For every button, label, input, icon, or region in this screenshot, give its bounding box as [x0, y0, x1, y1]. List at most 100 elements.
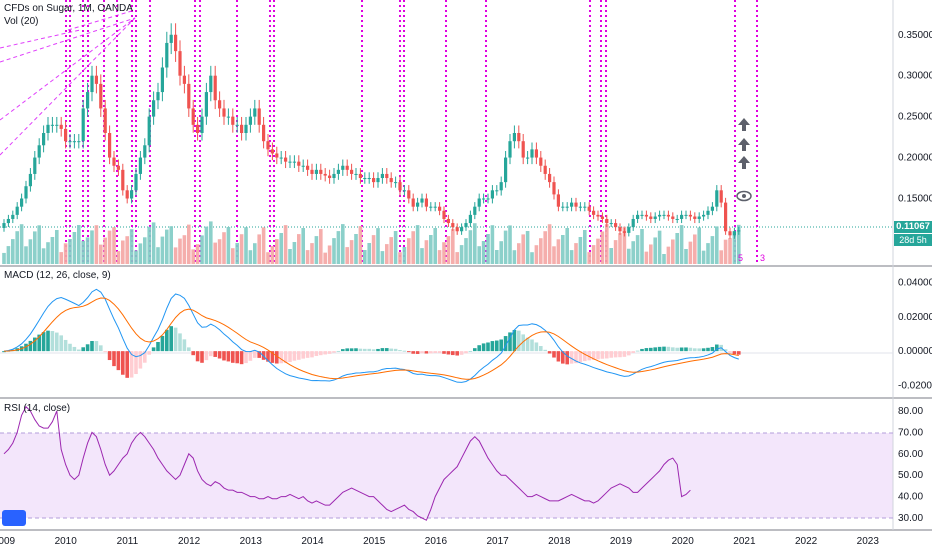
- candle-body: [697, 216, 701, 219]
- macd-histogram-bar: [213, 351, 217, 357]
- macd-histogram-bar: [649, 347, 653, 352]
- volume-bar: [662, 254, 666, 264]
- macd-histogram-bar: [200, 351, 204, 363]
- macd-histogram-bar: [657, 346, 662, 352]
- time-axis-label: 2022: [795, 536, 818, 547]
- candle-body: [565, 206, 569, 208]
- macd-histogram-bar: [283, 351, 288, 363]
- macd-histogram-bar: [631, 351, 635, 353]
- macd-title[interactable]: MACD (12, 26, close, 9): [4, 270, 111, 281]
- volume-bar: [2, 252, 6, 264]
- volume-bar: [499, 241, 503, 264]
- candle-body: [134, 173, 138, 191]
- candle-body: [464, 223, 468, 228]
- macd-histogram-bar: [561, 351, 565, 364]
- macd-histogram-bar: [354, 348, 358, 352]
- up-arrow-icon[interactable]: [738, 118, 750, 169]
- volume-bar: [640, 229, 644, 264]
- volume-bar: [446, 236, 451, 264]
- volume-bar: [226, 227, 231, 264]
- candle-body: [499, 182, 503, 191]
- candle-body: [442, 210, 446, 219]
- macd-histogram-bar: [411, 351, 415, 354]
- candle-body: [605, 218, 609, 224]
- macd-histogram-bar: [398, 350, 402, 352]
- candle-body: [407, 190, 411, 199]
- drawing-fan-lines[interactable]: [0, 9, 136, 156]
- macd-histogram-bar: [679, 347, 684, 352]
- volume-bar: [697, 227, 701, 264]
- volume-bar: [6, 246, 11, 264]
- candle-body: [262, 124, 266, 142]
- macd-histogram-bar: [640, 348, 644, 352]
- volume-bar: [46, 242, 50, 264]
- candle-body: [688, 214, 692, 217]
- volume-bar: [679, 225, 684, 264]
- macd-histogram-bar: [591, 351, 596, 360]
- macd-histogram-bar: [605, 351, 609, 359]
- macd-histogram-bar: [349, 348, 354, 352]
- candle-body: [512, 133, 516, 142]
- volume-bar: [508, 225, 512, 264]
- candle-body: [376, 178, 380, 183]
- volume-bar: [90, 230, 94, 264]
- candle-body: [68, 141, 72, 143]
- macd-histogram-bar: [521, 334, 525, 352]
- volume-bar: [525, 231, 530, 264]
- price-candles: [2, 23, 741, 239]
- volume-bar: [305, 250, 310, 264]
- macd-histogram-bar: [244, 351, 248, 364]
- last-price-label: 0.11067: [894, 221, 932, 233]
- volume-bar: [121, 240, 125, 264]
- macd-histogram-bar: [301, 351, 305, 359]
- tradingview-logo-icon[interactable]: [2, 510, 26, 526]
- macd-histogram-bar: [424, 351, 429, 354]
- candle-body: [336, 169, 340, 174]
- volume-bar: [534, 245, 539, 264]
- volume-title[interactable]: Vol (20): [4, 16, 39, 27]
- macd-histogram-bar: [552, 351, 556, 358]
- rsi-title[interactable]: RSI (14, close): [4, 403, 71, 414]
- candle-body: [253, 108, 257, 117]
- volume-bar: [147, 226, 151, 264]
- candle-body: [644, 214, 648, 217]
- macd-histogram-bar: [433, 351, 437, 354]
- macd-histogram: [2, 326, 741, 378]
- volume-bar: [442, 242, 446, 264]
- volume-bar: [354, 234, 358, 264]
- time-axis-label: 2010: [55, 536, 78, 547]
- candle-body: [218, 100, 222, 109]
- volume-bar: [239, 234, 244, 264]
- macd-histogram-bar: [578, 351, 583, 363]
- volume-bar: [415, 225, 420, 264]
- symbol-title[interactable]: CFDs on Sugar, 1M, OANDA: [4, 3, 133, 14]
- candle-body: [323, 173, 327, 176]
- macd-histogram-bar: [116, 351, 121, 371]
- macd-histogram-bar: [503, 336, 508, 352]
- volume-bar: [565, 228, 569, 264]
- volume-bar: [521, 234, 525, 264]
- volume-bar: [618, 233, 622, 264]
- candle-body: [86, 92, 90, 109]
- time-axis-label: 2021: [733, 536, 756, 547]
- candle-body: [196, 124, 200, 133]
- macd-histogram-bar: [429, 351, 433, 354]
- volume-bar: [288, 249, 292, 264]
- volume-bar: [222, 232, 226, 264]
- eye-icon[interactable]: [736, 190, 752, 202]
- price-axis-label: 0.20000: [898, 153, 932, 164]
- volume-bar: [327, 245, 332, 264]
- volume-bar: [490, 225, 495, 264]
- candle-body: [160, 67, 164, 93]
- volume-bar: [11, 239, 15, 264]
- volume-bar: [169, 226, 173, 264]
- macd-histogram-bar: [710, 347, 715, 352]
- volume-bar: [600, 231, 605, 264]
- macd-histogram-bar: [165, 329, 169, 352]
- volume-bar: [464, 238, 468, 264]
- candle-body: [662, 214, 666, 216]
- candle-body: [235, 124, 239, 126]
- macd-histogram-bar: [231, 351, 235, 363]
- candle-body: [77, 141, 81, 143]
